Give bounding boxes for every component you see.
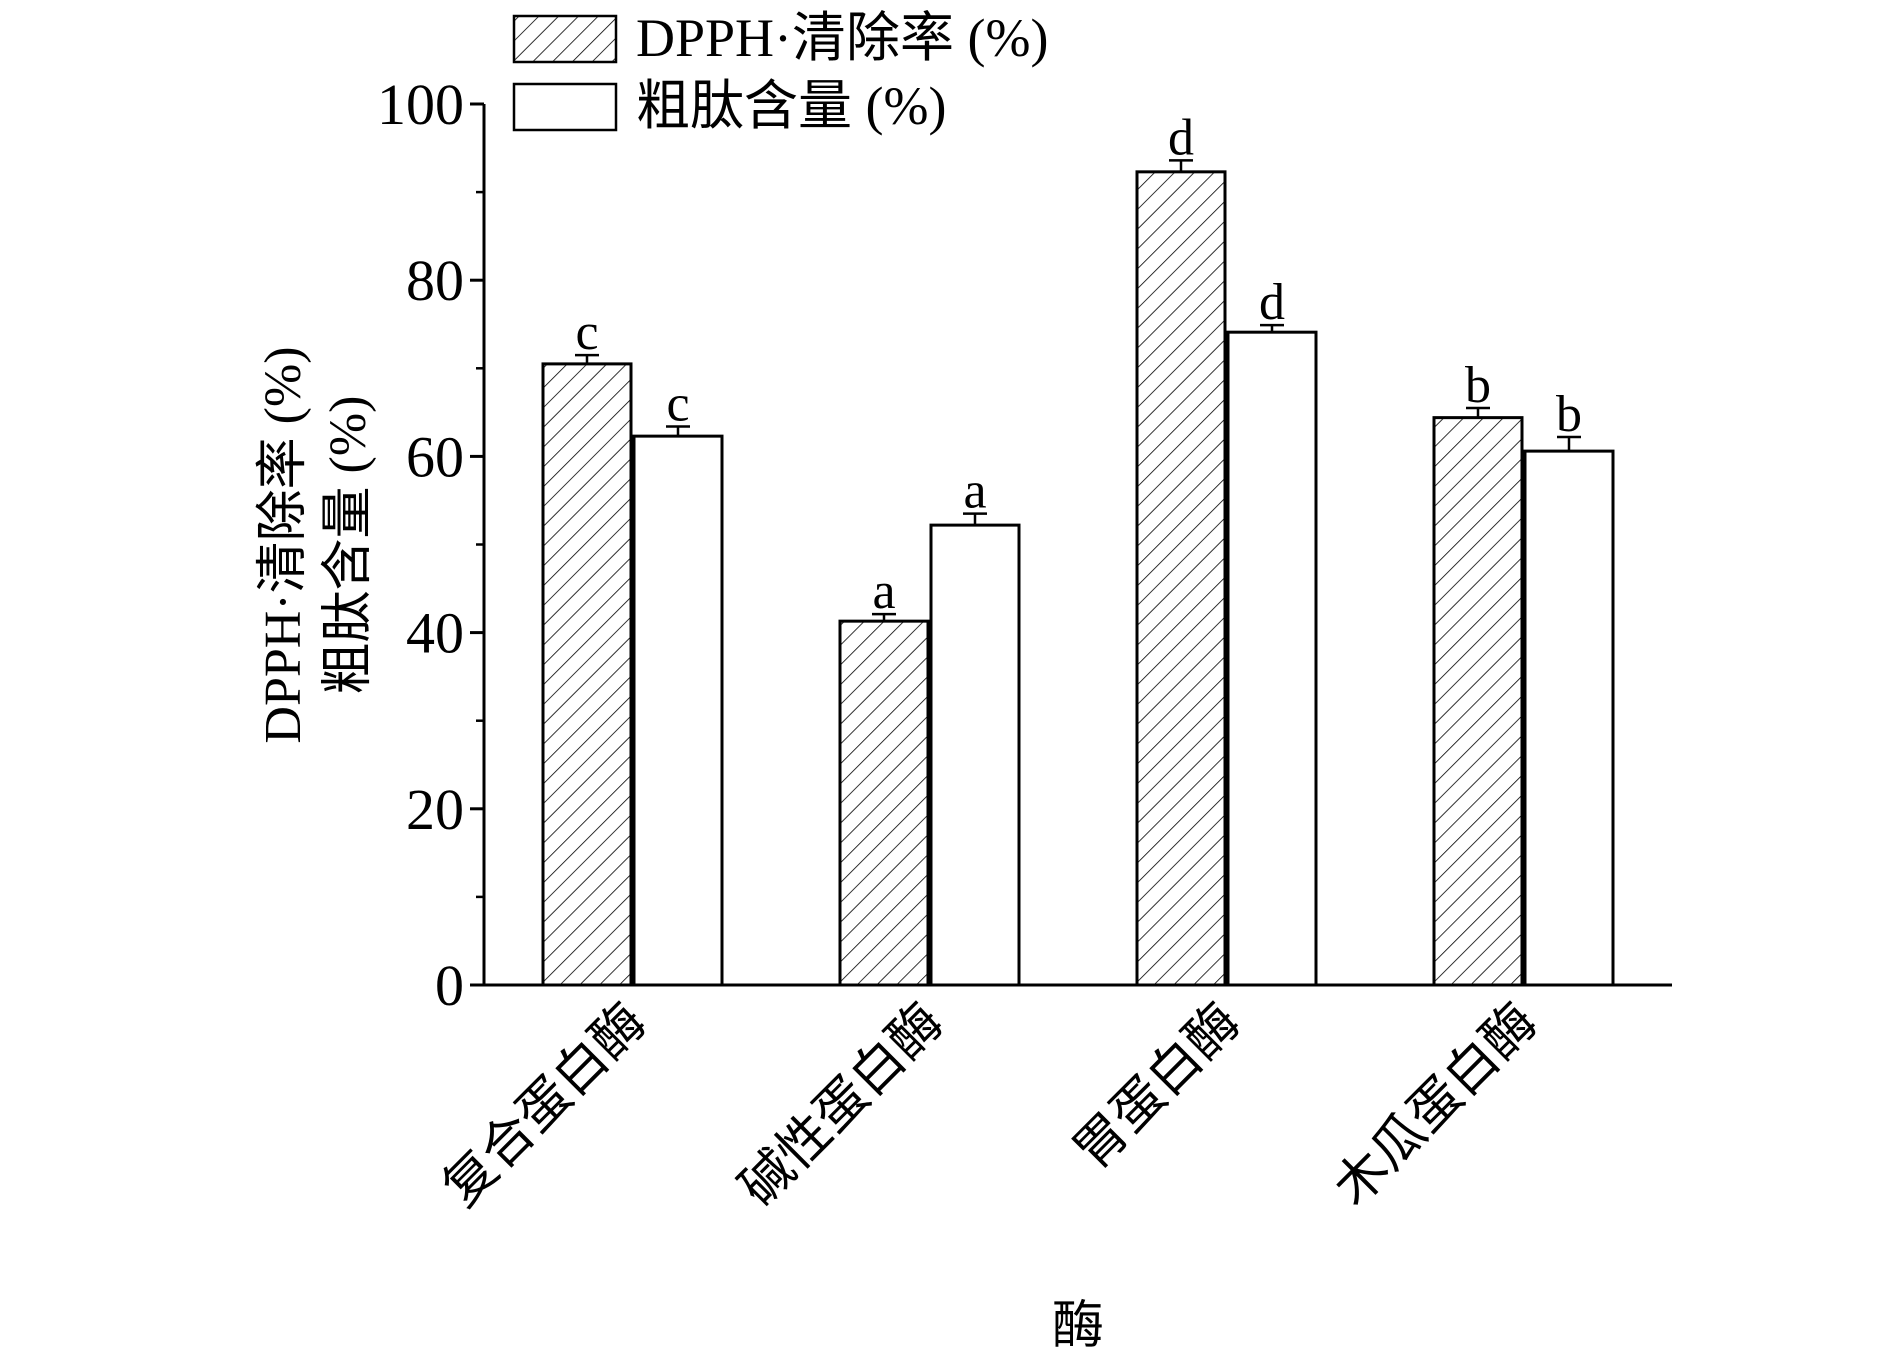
significance-labels-layer: c c a a d d b b xyxy=(575,109,1582,620)
legend-swatch xyxy=(512,82,618,132)
legend-label: 粗肽含量 (%) xyxy=(636,76,946,136)
bar xyxy=(1226,330,1318,987)
y-tick-label: 80 xyxy=(406,248,464,313)
bar xyxy=(1523,449,1615,987)
y-axis-label: DPPH·清除率 (%) 粗肽含量 (%) xyxy=(255,346,377,743)
x-tick-label: 木瓜蛋白酶 xyxy=(1324,993,1548,1217)
y-tick-label: 0 xyxy=(435,953,464,1018)
bar xyxy=(1432,416,1524,987)
legend-label: DPPH·清除率 (%) xyxy=(636,8,1049,68)
y-tick-label: 40 xyxy=(406,601,464,666)
significance-label: d xyxy=(1168,109,1194,166)
bars-layer xyxy=(541,170,1615,987)
legend-swatch xyxy=(512,14,618,64)
significance-label: a xyxy=(963,463,986,520)
y-ticks: 0 20 40 60 80 100 xyxy=(377,72,484,1018)
y-tick-label: 100 xyxy=(377,72,464,137)
legend: DPPH·清除率 (%) 粗肽含量 (%) xyxy=(512,8,1049,136)
x-tick-label: 复合蛋白酶 xyxy=(433,993,657,1217)
significance-label: c xyxy=(666,375,689,432)
x-tick-labels: 复合蛋白酶 碱性蛋白酶 胃蛋白酶 木瓜蛋白酶 xyxy=(433,993,1548,1217)
significance-label: c xyxy=(575,304,598,361)
x-axis-label: 酶 xyxy=(1052,1298,1104,1355)
significance-label: b xyxy=(1556,386,1582,443)
bar xyxy=(838,619,930,987)
x-tick-label: 胃蛋白酶 xyxy=(1064,993,1251,1180)
bar xyxy=(929,523,1021,987)
significance-label: d xyxy=(1259,274,1285,331)
x-tick-label: 碱性蛋白酶 xyxy=(730,993,954,1217)
y-tick-label: 20 xyxy=(406,777,464,842)
bar xyxy=(541,362,633,987)
significance-label: a xyxy=(872,563,895,620)
y-axis-label-line: 粗肽含量 (%) xyxy=(320,396,377,695)
y-tick-label: 60 xyxy=(406,424,464,489)
bar xyxy=(1135,170,1227,987)
y-axis-label-line: DPPH·清除率 (%) xyxy=(255,346,312,743)
significance-label: b xyxy=(1465,357,1491,414)
plot-area: c c a a d d b b xyxy=(541,109,1615,987)
bar xyxy=(632,434,724,987)
error-bars-layer xyxy=(575,159,1581,622)
